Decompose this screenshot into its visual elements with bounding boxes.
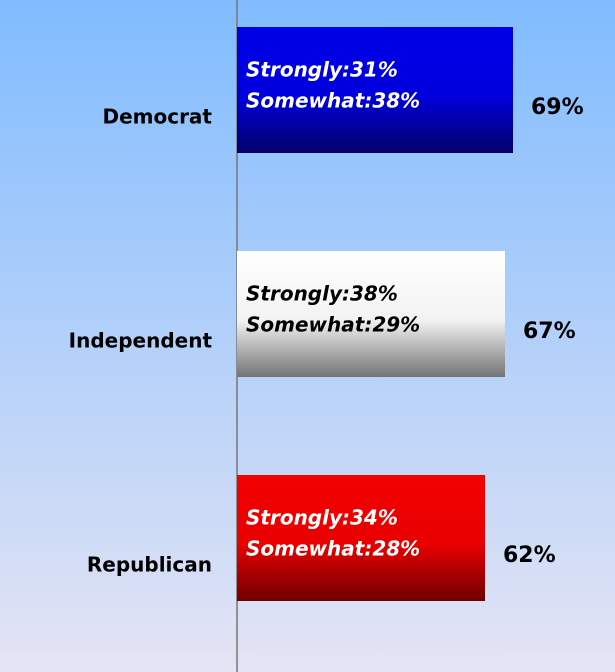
value-label: 62% <box>503 543 556 568</box>
inner-label: Somewhat:28% <box>246 537 420 561</box>
bar-shade <box>237 251 505 377</box>
category-label: Independent <box>69 329 213 353</box>
inner-label: Somewhat:29% <box>246 313 420 337</box>
value-label: 67% <box>523 319 576 344</box>
category-label: Republican <box>87 553 212 577</box>
inner-label: Strongly:34% <box>246 506 398 530</box>
bar-shade <box>237 27 513 153</box>
value-label: 69% <box>531 95 584 120</box>
bar-shade <box>237 475 485 601</box>
inner-label: Strongly:31% <box>246 58 398 82</box>
inner-label: Strongly:38% <box>246 282 398 306</box>
category-label: Democrat <box>102 105 212 129</box>
inner-label: Somewhat:38% <box>246 89 420 113</box>
